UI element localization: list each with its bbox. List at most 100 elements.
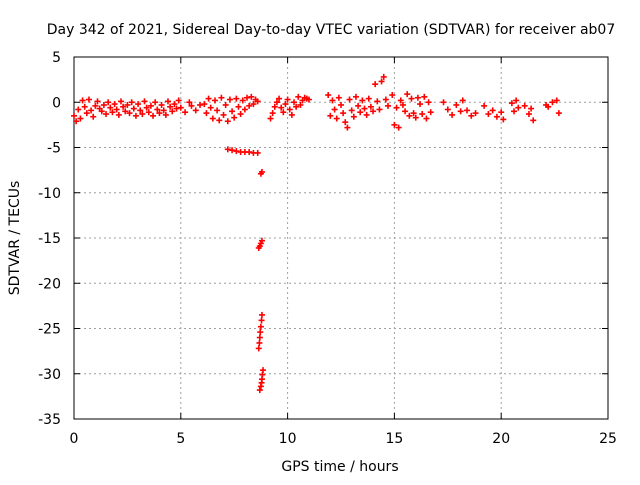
x-tick-label: 15: [385, 431, 403, 447]
data-point: [370, 108, 377, 115]
data-point: [220, 111, 227, 118]
data-points: [71, 73, 562, 394]
data-point: [530, 117, 537, 124]
data-point: [389, 92, 396, 99]
data-point: [378, 78, 385, 85]
y-tick-label: -15: [38, 231, 61, 247]
data-point: [209, 115, 216, 122]
data-point: [459, 97, 466, 104]
data-point: [325, 92, 332, 99]
data-point: [335, 94, 342, 101]
data-point: [248, 93, 255, 100]
data-point: [156, 110, 163, 117]
data-point: [175, 97, 182, 104]
y-tick-label: -10: [38, 186, 61, 202]
data-point: [85, 96, 92, 103]
data-point: [83, 110, 90, 117]
data-point: [120, 103, 127, 110]
data-point: [305, 96, 312, 103]
data-point: [233, 95, 240, 102]
data-point: [109, 109, 116, 116]
data-point: [449, 111, 456, 118]
x-tick-label: 0: [70, 431, 79, 447]
data-point: [256, 387, 263, 394]
data-point: [417, 101, 424, 108]
data-point: [237, 111, 244, 118]
data-point: [71, 112, 77, 119]
data-point: [98, 108, 105, 115]
data-point: [406, 112, 413, 119]
axis-ticks: [73, 56, 609, 420]
data-point: [329, 97, 336, 104]
data-point: [224, 118, 231, 125]
data-point: [367, 103, 374, 110]
data-point: [246, 149, 253, 156]
data-point: [130, 105, 137, 112]
data-point: [352, 93, 359, 100]
data-point: [250, 101, 257, 108]
data-point: [152, 99, 159, 106]
data-point: [269, 110, 276, 117]
data-point: [258, 317, 265, 324]
data-point: [211, 97, 218, 104]
data-point: [79, 97, 86, 104]
data-point: [107, 104, 114, 111]
data-point: [171, 101, 178, 108]
data-point: [73, 118, 80, 125]
data-point: [521, 102, 528, 109]
data-point: [167, 103, 174, 110]
data-point: [160, 107, 167, 114]
data-point: [117, 98, 124, 105]
data-point: [257, 383, 264, 390]
data-point: [295, 93, 302, 100]
data-point: [122, 108, 129, 115]
y-tick-label: -25: [38, 322, 61, 338]
data-point: [397, 97, 404, 104]
data-point: [361, 105, 368, 112]
data-point: [226, 96, 233, 103]
data-point: [493, 113, 500, 120]
data-point: [214, 107, 221, 114]
data-point: [402, 108, 409, 115]
x-tick-label: 10: [279, 431, 297, 447]
data-point: [355, 102, 362, 109]
data-point: [126, 110, 133, 117]
data-point: [197, 101, 204, 108]
data-point: [515, 104, 522, 111]
data-point: [254, 98, 261, 105]
data-point: [423, 115, 430, 122]
data-point: [100, 101, 107, 108]
data-point: [150, 112, 157, 119]
data-point: [255, 345, 262, 352]
data-point: [344, 124, 351, 131]
data-point: [485, 111, 492, 118]
data-point: [513, 97, 520, 104]
data-point: [145, 109, 152, 116]
data-point: [291, 99, 298, 106]
data-point: [147, 102, 154, 109]
axis-tick-labels: 0 5 10 15 20 25 5 0 -5 -10 -15 -20 -25 -30 -35: [38, 50, 617, 447]
data-point: [231, 114, 238, 121]
data-point: [103, 111, 110, 118]
data-point: [425, 99, 432, 106]
data-point: [143, 104, 150, 111]
data-point: [280, 109, 287, 116]
x-tick-label: 20: [492, 431, 510, 447]
data-point: [453, 101, 460, 108]
data-point: [553, 97, 560, 104]
data-point: [372, 81, 379, 88]
data-point: [239, 97, 246, 104]
y-tick-label: -20: [38, 276, 61, 292]
data-point: [276, 95, 283, 102]
data-point: [77, 115, 84, 122]
data-point: [233, 148, 240, 155]
data-point: [342, 119, 349, 126]
data-point: [427, 109, 434, 116]
data-point: [132, 112, 139, 119]
data-point: [555, 110, 562, 117]
data-point: [284, 96, 291, 103]
data-point: [363, 111, 370, 118]
data-point: [105, 99, 112, 106]
